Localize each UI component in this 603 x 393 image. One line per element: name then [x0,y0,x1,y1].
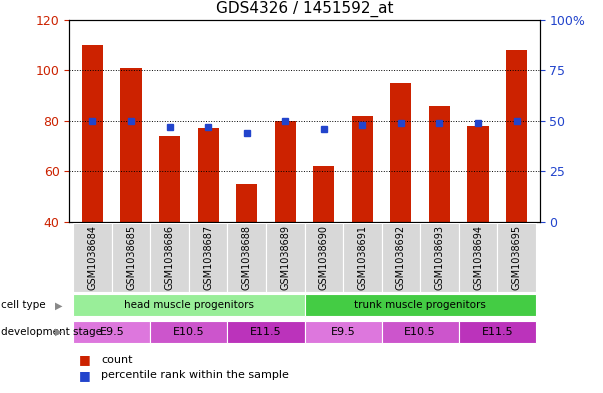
Text: head muscle progenitors: head muscle progenitors [124,300,254,310]
Text: GSM1038694: GSM1038694 [473,225,483,290]
Bar [467,126,488,222]
Text: ■: ■ [78,353,90,366]
Bar [343,223,382,292]
Bar [429,106,450,222]
Bar [459,321,536,343]
Text: count: count [101,354,133,365]
Bar [313,166,335,222]
Bar [305,294,536,316]
Bar [506,50,527,222]
Bar [73,321,150,343]
Text: E9.5: E9.5 [99,327,124,337]
Bar [390,83,411,222]
Text: GSM1038695: GSM1038695 [511,225,522,290]
Bar [352,116,373,222]
Text: ■: ■ [78,369,90,382]
Bar [150,223,189,292]
Text: GSM1038693: GSM1038693 [434,225,444,290]
Text: GSM1038691: GSM1038691 [358,225,367,290]
Bar [227,223,266,292]
Text: E11.5: E11.5 [250,327,282,337]
Text: GSM1038689: GSM1038689 [280,225,290,290]
Bar [227,321,305,343]
Text: GSM1038685: GSM1038685 [126,225,136,290]
Bar [420,223,459,292]
Bar [150,321,227,343]
Text: E10.5: E10.5 [173,327,204,337]
Text: cell type: cell type [1,300,46,310]
Text: ▶: ▶ [55,300,63,310]
Text: E11.5: E11.5 [481,327,513,337]
Text: ▶: ▶ [55,327,63,337]
Bar [73,294,305,316]
Bar [121,68,142,222]
Text: trunk muscle progenitors: trunk muscle progenitors [354,300,486,310]
Text: GSM1038686: GSM1038686 [165,225,175,290]
Text: GSM1038684: GSM1038684 [87,225,98,290]
Bar [305,223,343,292]
Bar [497,223,536,292]
Title: GDS4326 / 1451592_at: GDS4326 / 1451592_at [216,1,393,17]
Bar [82,45,103,222]
Text: E9.5: E9.5 [330,327,355,337]
Text: percentile rank within the sample: percentile rank within the sample [101,370,289,380]
Text: E10.5: E10.5 [405,327,436,337]
Bar [198,129,219,222]
Bar [274,121,296,222]
Bar [382,223,420,292]
Bar [459,223,497,292]
Bar [382,321,459,343]
Text: GSM1038687: GSM1038687 [203,225,213,290]
Text: development stage: development stage [1,327,102,337]
Text: GSM1038688: GSM1038688 [242,225,251,290]
Bar [305,321,382,343]
Text: GSM1038690: GSM1038690 [319,225,329,290]
Bar [236,184,257,222]
Bar [112,223,150,292]
Bar [159,136,180,222]
Bar [266,223,305,292]
Bar [189,223,227,292]
Bar [73,223,112,292]
Text: GSM1038692: GSM1038692 [396,225,406,290]
